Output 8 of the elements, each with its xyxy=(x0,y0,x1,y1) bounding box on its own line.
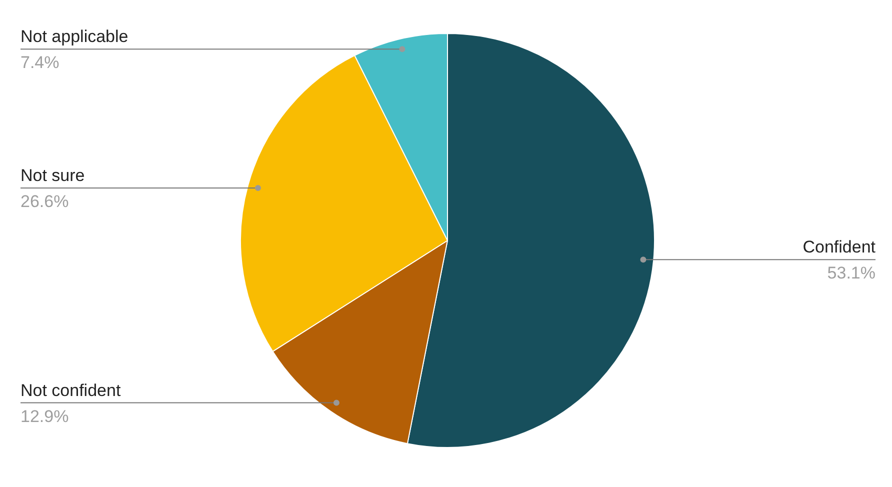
data-label: 53.1% xyxy=(827,264,876,283)
data-label: 7.4% xyxy=(20,53,60,72)
data-label: 12.9% xyxy=(20,406,69,426)
slice-label: Not sure xyxy=(20,166,85,186)
data-label: 26.6% xyxy=(20,192,69,212)
slice-label: Not applicable xyxy=(20,27,128,46)
slice-label: Not confident xyxy=(20,380,121,400)
slice-label: Confident xyxy=(802,238,876,257)
